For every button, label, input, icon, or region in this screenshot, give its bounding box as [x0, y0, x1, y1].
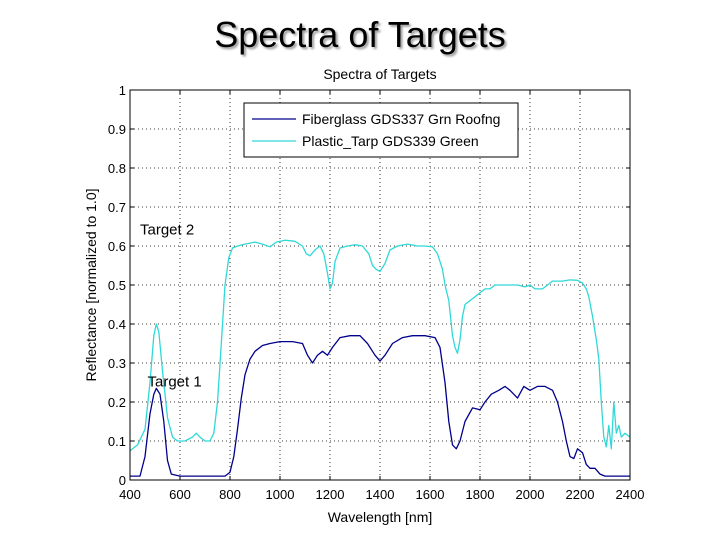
y-tick-label: 0.3 — [108, 356, 126, 371]
y-tick-label: 0 — [119, 473, 126, 488]
y-tick-label: 0.8 — [108, 161, 126, 176]
x-tick-label: 1600 — [416, 487, 445, 502]
y-tick-label: 0.1 — [108, 434, 126, 449]
x-tick-label: 1000 — [266, 487, 295, 502]
y-tick-label: 0.9 — [108, 122, 126, 137]
y-tick-label: 0.7 — [108, 200, 126, 215]
series-line-2 — [129, 239, 631, 452]
annotation-2: Target 1 — [148, 373, 202, 390]
y-tick-label: 0.2 — [108, 395, 126, 410]
legend-label-1: Fiberglass GDS337 Grn Roofng — [302, 111, 500, 127]
series-line-1 — [130, 335, 630, 477]
x-tick-label: 400 — [119, 487, 141, 502]
y-axis-label: Reflectance [normalized to 1.0] — [83, 189, 99, 382]
series-layer — [129, 239, 631, 477]
x-tick-label: 2400 — [616, 487, 645, 502]
y-tick-label: 1 — [119, 83, 126, 98]
tick-labels: 400 600 800 1000 1200 1400 1600 1800 2000 2200 240… — [108, 83, 645, 502]
x-axis-label: Wavelength [nm] — [328, 509, 433, 525]
y-tick-label: 0.6 — [108, 239, 126, 254]
x-tick-label: 800 — [219, 487, 241, 502]
x-tick-label: 1800 — [466, 487, 495, 502]
chart-title: Spectra of Targets — [323, 66, 436, 82]
slide-title: Spectra of Targets — [214, 14, 506, 55]
x-tick-label: 1200 — [316, 487, 345, 502]
x-tick-label: 600 — [169, 487, 191, 502]
legend: Fiberglass GDS337 Grn Roofng Plastic_Tarp… — [243, 102, 519, 158]
y-tick-label: 0.5 — [108, 278, 126, 293]
x-tick-label: 1400 — [366, 487, 395, 502]
annotation-1: Target 2 — [140, 221, 194, 238]
x-tick-label: 2200 — [566, 487, 595, 502]
legend-label-2: Plastic_Tarp GDS339 Green — [302, 133, 479, 149]
y-tick-label: 0.4 — [108, 317, 126, 332]
x-tick-label: 2000 — [516, 487, 545, 502]
legend-box — [243, 102, 519, 158]
annotations: Target 2 Target 1 — [140, 221, 202, 390]
